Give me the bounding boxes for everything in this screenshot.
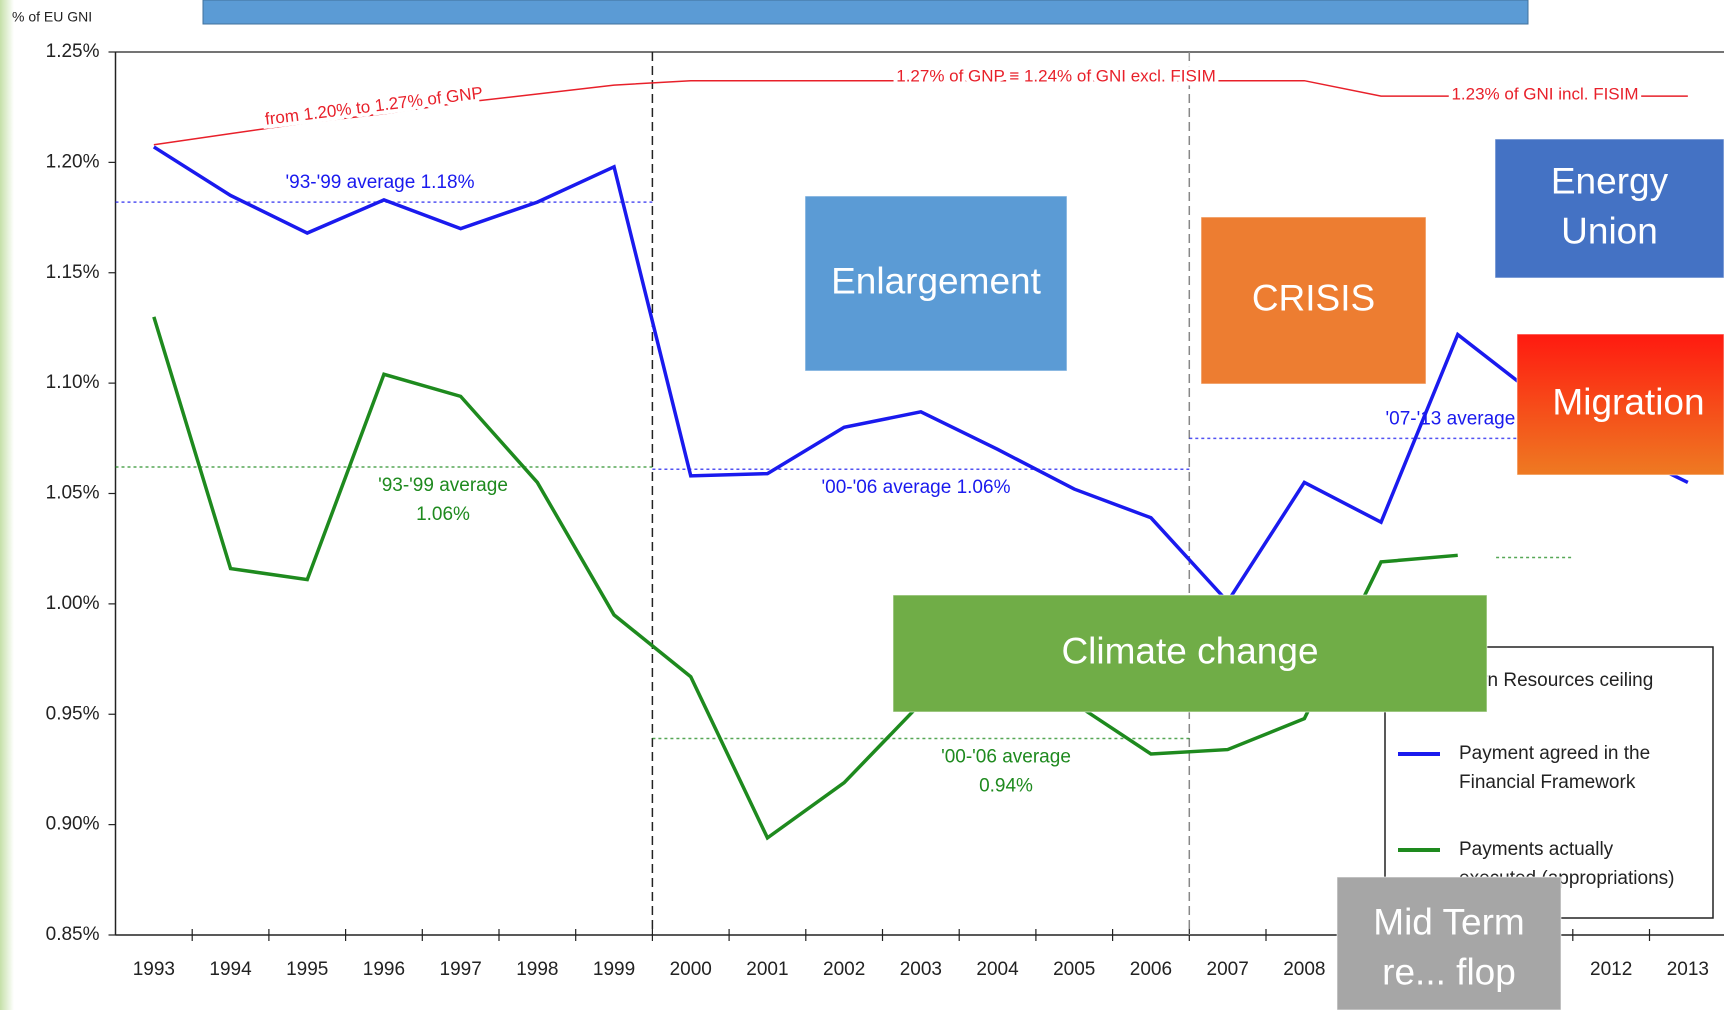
legend-label-line: Financial Framework [1459, 772, 1636, 793]
y-tick-label: 1.15% [46, 262, 100, 283]
x-tick-label: 1994 [209, 959, 252, 980]
annotation: 1.27% of GNP ≡ 1.24% of GNI excl. FISIM [896, 66, 1216, 85]
x-tick-label: 2006 [1130, 959, 1172, 980]
y-tick-label: 0.90% [46, 814, 100, 835]
legend-label: Payment agreed in the Financial Framework [1459, 743, 1650, 793]
average-label: '93-'99 average 1.18% [286, 172, 475, 193]
y-tick-label: 1.10% [46, 372, 100, 393]
legend-label-line: Payment agreed in the [1459, 743, 1650, 764]
x-tick-label: 1993 [133, 959, 175, 980]
overlay-box [1494, 138, 1724, 279]
overlay-label: Union [1561, 210, 1658, 251]
series-line [152, 316, 1458, 841]
average-label-line: '00-'06 average [941, 747, 1071, 768]
overlay-box [892, 594, 1488, 713]
overlay-label: Energy [1551, 160, 1669, 201]
average-label-line: '93-'99 average [378, 475, 508, 496]
y-tick-label: 1.20% [46, 151, 100, 172]
x-tick-label: 2007 [1207, 959, 1249, 980]
x-tick-label: 2013 [1667, 959, 1709, 980]
overlay-label: CRISIS [1252, 277, 1375, 318]
overlay-box [1200, 216, 1427, 385]
x-tick-label: 2002 [823, 959, 865, 980]
overlays: Enlargement CRISIS Energy Union Migration Cli… [202, 0, 1724, 1010]
y-tick-label: 1.25% [46, 41, 100, 62]
legend-label-line: Own Resources ceiling [1459, 670, 1653, 691]
y-axis-label: % of EU GNI [12, 9, 92, 25]
y-tick-label: 1.05% [46, 483, 100, 504]
average-label: '00-'06 average 0.94% [941, 747, 1071, 797]
x-tick-label: 2005 [1053, 959, 1095, 980]
y-tick-label: 0.95% [46, 703, 100, 724]
overlay-label: Migration [1552, 381, 1704, 422]
x-tick-label: 2012 [1590, 959, 1632, 980]
overlay-label: Climate change [1061, 630, 1318, 671]
x-tick-label: 1999 [593, 959, 635, 980]
average-label-line: 0.94% [979, 776, 1033, 797]
overlay-box [1516, 333, 1724, 476]
y-tick-label: 0.85% [46, 924, 100, 945]
y-tick-label: 1.00% [46, 593, 100, 614]
x-tick-label: 1995 [286, 959, 328, 980]
average-label: '93-'99 average 1.06% [378, 475, 508, 525]
x-tick-label: 1997 [440, 959, 482, 980]
overlay-label: Enlargement [831, 260, 1042, 301]
x-tick-label: 2004 [976, 959, 1019, 980]
average-label: '00-'06 average 1.06% [822, 477, 1011, 498]
side-strip [0, 0, 14, 1010]
average-label-line: '00-'06 average 1.06% [822, 477, 1011, 498]
annotation: from 1.20% to 1.27% of GNP [264, 83, 484, 129]
series-line [153, 79, 1688, 146]
x-tick-label: 1998 [516, 959, 558, 980]
average-label-line: '93-'99 average 1.18% [286, 172, 475, 193]
overlay-label: re... flop [1382, 951, 1516, 992]
x-tick-label: 2000 [670, 959, 712, 980]
series-line [152, 145, 1689, 605]
annotation: 1.23% of GNI incl. FISIM [1451, 84, 1638, 103]
x-tick-label: 2001 [746, 959, 788, 980]
legend-label-line: Payments actually [1459, 839, 1614, 860]
plot: 0.85% 0.90% 0.95% 1.00% 1.05% 1.10% 1.15% 1.20%… [46, 41, 1724, 980]
overlay-box [804, 195, 1068, 372]
overlay-label: Mid Term [1373, 901, 1524, 942]
average-label-line: 1.06% [416, 504, 470, 525]
overlay-box [1336, 876, 1562, 1010]
legend-label: Own Resources ceiling [1459, 670, 1653, 691]
x-tick-label: 2003 [900, 959, 942, 980]
x-tick-label: 1996 [363, 959, 405, 980]
x-tick-label: 2008 [1283, 959, 1325, 980]
top-banner [202, 0, 1529, 25]
